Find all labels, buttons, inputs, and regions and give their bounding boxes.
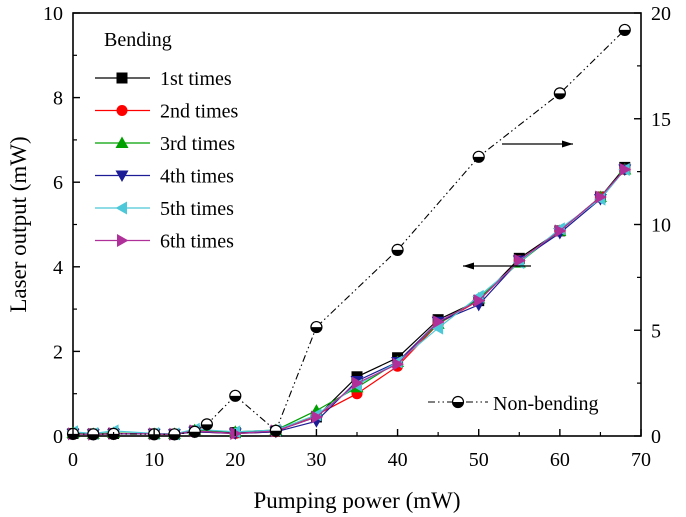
x-axis-title: Pumping power (mW)	[254, 488, 461, 513]
series-layer	[66, 23, 632, 441]
marker-fill	[452, 402, 464, 408]
legend-marker	[117, 234, 129, 247]
y-left-tick-label: 8	[53, 88, 63, 110]
data-point	[188, 425, 201, 438]
data-point	[473, 294, 486, 308]
data-point	[514, 253, 526, 267]
legend-label: 1st times	[160, 68, 232, 90]
legend-marker	[115, 136, 129, 148]
legend-label: 6th times	[160, 231, 234, 253]
data-point	[200, 418, 213, 431]
y-right-tick-label: 20	[651, 3, 671, 25]
marker-fill	[554, 93, 566, 99]
y-axis-title: Laser output (mW)	[6, 136, 31, 312]
data-point	[168, 428, 181, 441]
legend: Bending 1st times 2nd times 3rd times 4th t…	[95, 29, 599, 415]
data-point	[352, 376, 364, 390]
marker-fill	[148, 434, 160, 440]
series-non-bending	[66, 23, 631, 441]
legend-marker	[115, 201, 127, 215]
marker-fill	[229, 395, 241, 402]
x-tick-label: 20	[225, 449, 245, 471]
data-point	[553, 87, 566, 100]
legend-marker	[451, 395, 465, 409]
legend-label: 4th times	[160, 166, 234, 188]
x-tick-label: 50	[469, 449, 489, 471]
marker-fill	[201, 424, 213, 430]
legend-entry-4th-times: 4th times	[95, 166, 234, 188]
marker-fill	[87, 434, 99, 440]
y-left-tick-label: 0	[53, 426, 63, 448]
marker-fill	[392, 249, 404, 256]
marker-fill	[168, 434, 180, 440]
y-left-tick-label: 10	[43, 3, 63, 25]
marker-fill	[108, 433, 120, 440]
data-point	[619, 163, 632, 177]
x-tick-label: 40	[388, 449, 408, 471]
annotations	[463, 140, 573, 270]
x-tick-label: 70	[631, 449, 651, 471]
legend-marker	[116, 72, 128, 84]
legend-entry-3rd-times: 3rd times	[95, 133, 235, 155]
legend-label: Non-bending	[493, 393, 599, 415]
data-point	[87, 428, 100, 441]
data-point	[311, 410, 323, 424]
data-point	[310, 320, 323, 334]
data-point	[391, 243, 404, 256]
legend-title: Bending	[104, 29, 172, 51]
arrow-to-left-axis	[463, 262, 531, 270]
legend-entry-6th-times: 6th times	[95, 231, 234, 253]
legend-marker	[115, 170, 129, 182]
y-left-tick-label: 6	[53, 172, 63, 194]
data-point	[230, 426, 242, 440]
y-left-tick-label: 2	[53, 341, 63, 363]
data-point	[433, 315, 445, 329]
data-point	[554, 224, 567, 238]
series-line	[72, 29, 626, 435]
x-tick-label: 10	[144, 449, 164, 471]
marker-fill	[310, 327, 322, 333]
data-point	[595, 190, 607, 204]
y-right-tick-label: 0	[651, 426, 661, 448]
marker-fill	[619, 29, 631, 36]
arrow-head	[562, 140, 573, 148]
legend-entry-non-bending: Non-bending	[428, 393, 599, 415]
data-point	[392, 357, 405, 371]
legend-entry-5th-times: 5th times	[95, 198, 234, 220]
y-right-tick-label: 5	[651, 320, 661, 342]
x-tick-label: 60	[550, 449, 570, 471]
legend-label: 5th times	[160, 198, 234, 220]
y-right-tick-label: 15	[651, 109, 671, 131]
legend-label: 3rd times	[160, 133, 235, 155]
legend-entry-2nd-times: 2nd times	[95, 101, 239, 123]
data-point	[229, 389, 242, 402]
data-point	[269, 424, 282, 437]
data-point	[431, 321, 444, 335]
x-tick-label: 30	[306, 449, 326, 471]
data-point	[472, 150, 485, 163]
data-point	[618, 23, 631, 37]
marker-fill	[473, 156, 485, 163]
legend-label: 2nd times	[160, 101, 239, 123]
x-tick-label: 0	[68, 449, 78, 471]
legend-entry-1st-times: 1st times	[95, 68, 232, 90]
arrow-head	[463, 262, 474, 270]
arrow-to-right-axis	[502, 140, 573, 148]
y-right-tick-label: 10	[651, 215, 671, 237]
y-left-tick-label: 4	[53, 257, 63, 279]
legend-marker	[116, 105, 128, 116]
